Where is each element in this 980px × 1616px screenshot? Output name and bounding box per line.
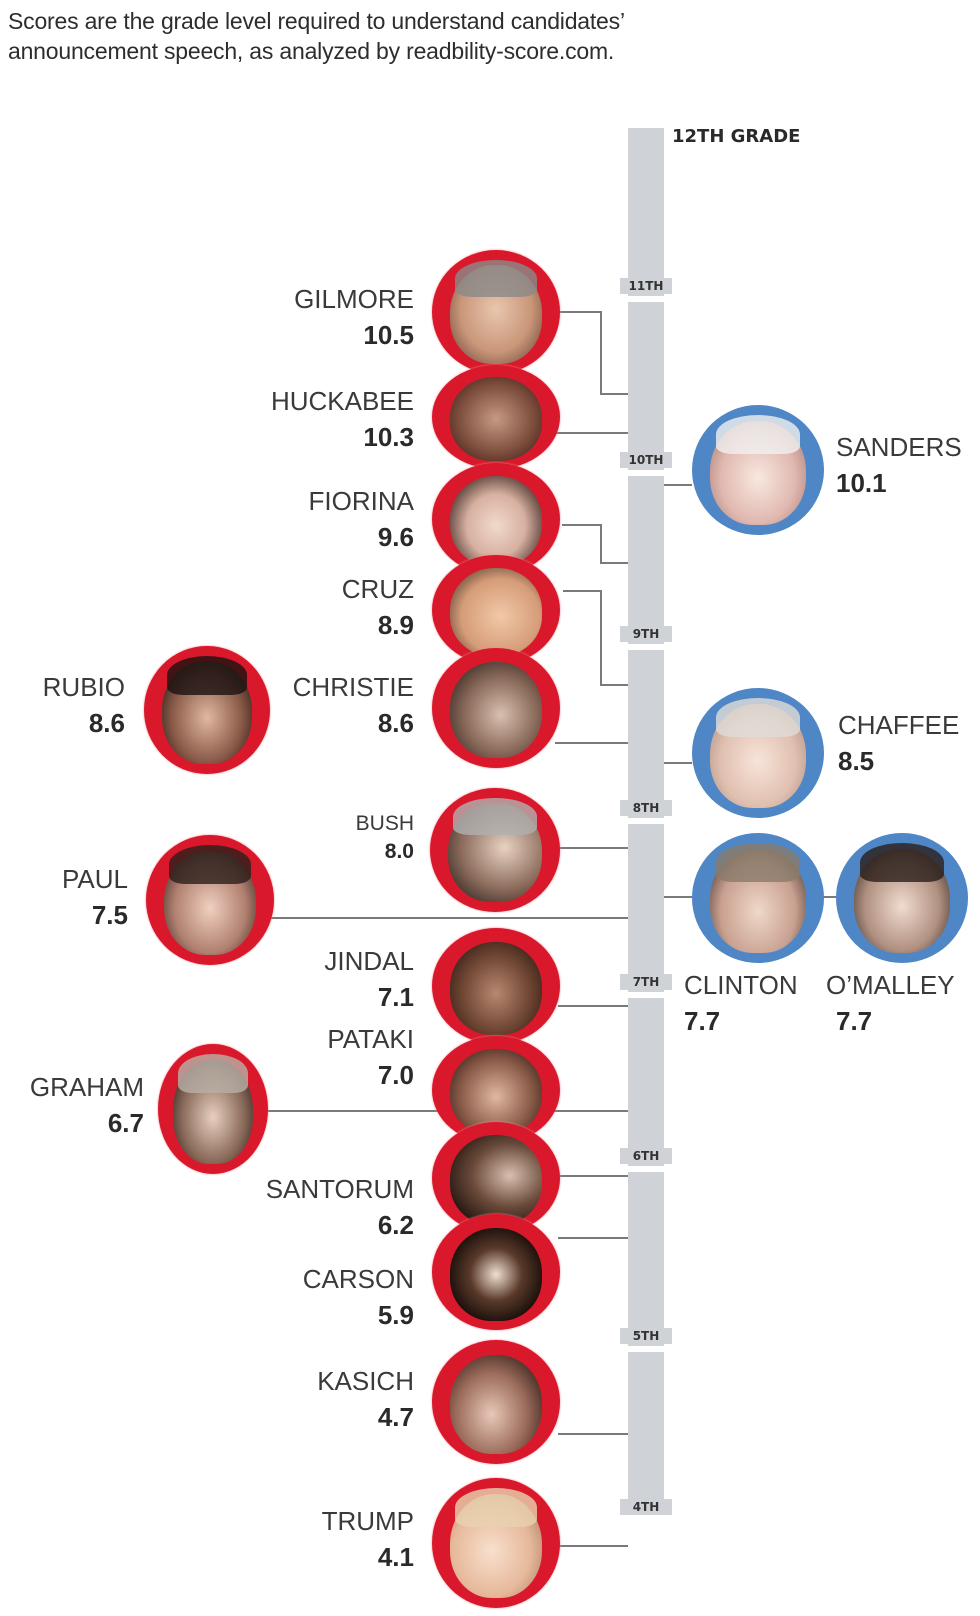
connector-cruz (563, 590, 602, 592)
omalley-score: 7.7 (836, 1006, 873, 1036)
connector-jindal (558, 1005, 628, 1007)
chaffee-name: CHAFFEE (838, 710, 960, 740)
rubio-name: RUBIO (42, 672, 125, 702)
paul-score: 7.5 (91, 900, 128, 930)
axis-top-label: 12TH GRADE (672, 126, 801, 147)
graham-portrait (158, 1044, 268, 1174)
huckabee-name: HUCKABEE (270, 386, 414, 416)
axis-tick-gap (628, 470, 664, 476)
connector-kasich (558, 1433, 628, 1435)
paul-name: PAUL (62, 864, 128, 894)
cruz-name: CRUZ (341, 574, 414, 604)
grade-label-7: 7TH (620, 974, 672, 990)
connector-fiorina (600, 562, 628, 564)
connector-gilmore (600, 393, 628, 395)
omalley-portrait (836, 833, 968, 963)
fiorina-score: 9.6 (377, 522, 414, 552)
connector-omalley (820, 896, 836, 898)
sanders-portrait (692, 405, 824, 535)
omalley-name: O’MALLEY (826, 970, 955, 1000)
graham-name: GRAHAM (29, 1072, 144, 1102)
axis-tick-gap (628, 1346, 664, 1352)
christie-score: 8.6 (377, 708, 414, 738)
connector-sanders (664, 484, 692, 486)
chaffee-portrait (692, 688, 824, 818)
gilmore-score: 10.5 (363, 320, 414, 350)
clinton-portrait (692, 833, 824, 963)
connector-gilmore (600, 311, 602, 395)
pataki-score: 7.0 (377, 1060, 414, 1090)
connector-huckabee (542, 432, 628, 434)
clinton-score: 7.7 (684, 1006, 721, 1036)
huckabee-score: 10.3 (363, 422, 414, 452)
trump-portrait (432, 1478, 560, 1608)
cruz-portrait (432, 555, 560, 665)
grade-label-4: 4TH (620, 1499, 672, 1515)
chart-subtitle: Scores are the grade level required to u… (8, 6, 978, 66)
connector-cruz (600, 590, 602, 686)
christie-name: CHRISTIE (292, 672, 414, 702)
connector-carson (558, 1237, 628, 1239)
axis-tick-gap (628, 644, 664, 650)
jindal-name: JINDAL (324, 946, 414, 976)
axis-tick-gap (628, 992, 664, 998)
sanders-name: SANDERS (836, 432, 962, 462)
santorum-name: SANTORUM (265, 1174, 414, 1204)
connector-paul (270, 917, 628, 919)
axis-tick-gap (628, 818, 664, 824)
gilmore-portrait (432, 250, 560, 374)
paul-portrait (146, 835, 274, 965)
trump-name: TRUMP (321, 1506, 414, 1536)
kasich-score: 4.7 (377, 1402, 414, 1432)
kasich-name: KASICH (317, 1366, 414, 1396)
grade-label-11: 11TH (620, 278, 672, 294)
huckabee-portrait (432, 365, 560, 469)
grade-label-10: 10TH (620, 452, 672, 468)
connector-santorum (558, 1175, 628, 1177)
santorum-score: 6.2 (377, 1210, 414, 1240)
grade-label-6: 6TH (620, 1148, 672, 1164)
connector-christie (555, 742, 628, 744)
cruz-score: 8.9 (377, 610, 414, 640)
connector-fiorina (600, 524, 602, 564)
graham-score: 6.7 (107, 1108, 144, 1138)
axis-tick-gap (628, 1166, 664, 1172)
carson-portrait (432, 1214, 560, 1330)
grade-label-9: 9TH (620, 626, 672, 642)
rubio-score: 8.6 (88, 708, 125, 738)
grade-label-8: 8TH (620, 800, 672, 816)
subtitle-line-1: Scores are the grade level required to u… (8, 8, 625, 34)
chaffee-score: 8.5 (838, 746, 875, 776)
grade-label-5: 5TH (620, 1328, 672, 1344)
connector-fiorina (562, 524, 602, 526)
jindal-score: 7.1 (377, 982, 414, 1012)
connector-chaffee (664, 762, 692, 764)
connector-trump (558, 1545, 628, 1547)
connector-clinton (664, 896, 692, 898)
carson-score: 5.9 (377, 1300, 414, 1330)
trump-score: 4.1 (377, 1542, 414, 1572)
jindal-portrait (432, 928, 560, 1044)
sanders-score: 10.1 (836, 468, 887, 498)
clinton-name: CLINTON (684, 970, 798, 1000)
rubio-portrait (144, 646, 270, 774)
connector-gilmore (542, 311, 602, 313)
pataki-name: PATAKI (327, 1024, 414, 1054)
fiorina-name: FIORINA (308, 486, 414, 516)
bush-portrait (430, 788, 560, 912)
carson-name: CARSON (302, 1264, 414, 1294)
bush-name: BUSH (355, 812, 414, 835)
christie-portrait (432, 648, 560, 768)
kasich-portrait (432, 1340, 560, 1464)
connector-bush (558, 847, 628, 849)
connector-cruz (600, 684, 628, 686)
gilmore-name: GILMORE (294, 284, 414, 314)
subtitle-line-2: announcement speech, as analyzed by read… (8, 38, 615, 64)
bush-score: 8.0 (384, 840, 414, 863)
axis-tick-gap (628, 296, 664, 302)
